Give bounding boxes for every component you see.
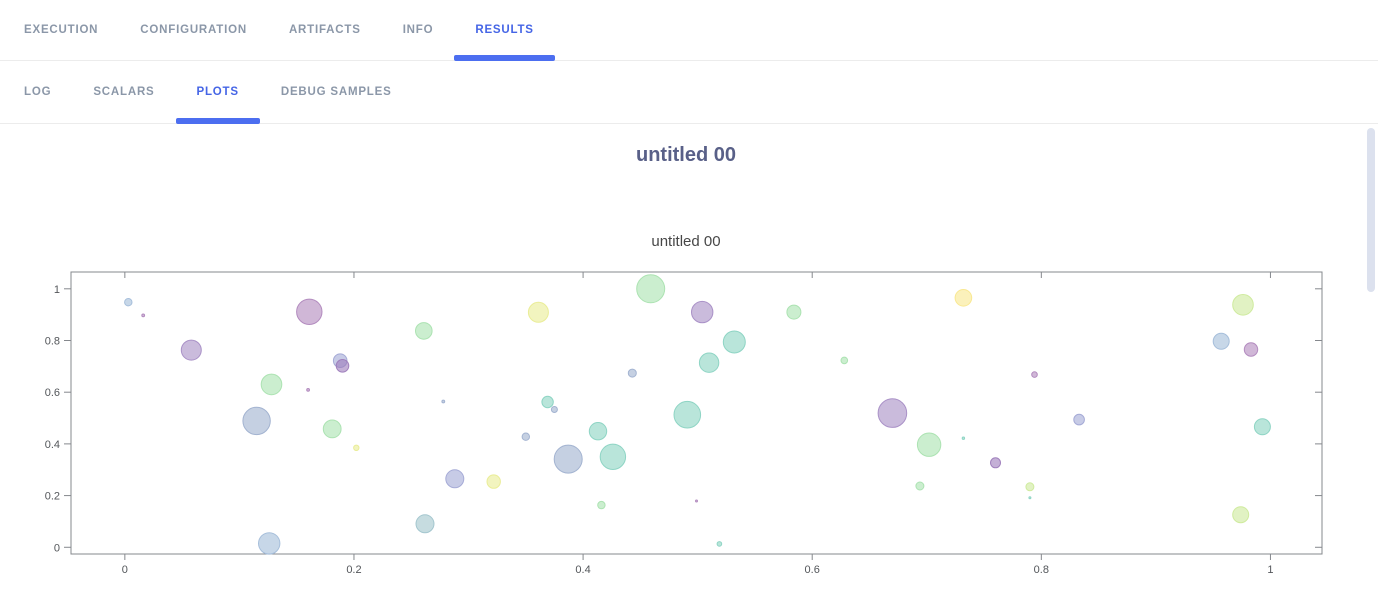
vertical-scrollbar-thumb[interactable]	[1367, 128, 1375, 292]
tab-label-artifacts: ARTIFACTS	[288, 24, 361, 36]
scatter-point	[990, 457, 1001, 469]
scatter-point	[1212, 332, 1230, 350]
scatter-point	[961, 436, 966, 440]
x-tick-label: 0.2	[346, 564, 361, 576]
y-tick-label: 0.8	[45, 335, 60, 347]
tab-plots[interactable]: PLOTS	[175, 61, 260, 124]
tab-label-info: INFO	[402, 24, 434, 36]
tab-log[interactable]: LOG	[3, 61, 72, 123]
chart-title: untitled 00	[651, 233, 721, 250]
x-tick-label: 0.6	[805, 564, 820, 576]
scatter-point	[1232, 294, 1254, 316]
scatter-point	[260, 373, 283, 396]
scatter-point	[722, 330, 746, 354]
scatter-point	[415, 322, 433, 340]
plot-frame	[70, 271, 1323, 555]
scatter-point	[1028, 496, 1032, 500]
scatter-point	[716, 541, 723, 547]
scatter-point	[1031, 371, 1038, 378]
scatter-point	[877, 398, 908, 428]
y-tick-label: 0.6	[45, 387, 60, 399]
scatter-point	[258, 532, 281, 555]
scatter-point	[588, 422, 608, 441]
scatter-point	[599, 443, 627, 471]
scatter-point	[335, 359, 350, 373]
tab-artifacts[interactable]: ARTIFACTS	[268, 0, 382, 60]
x-tick-label: 0	[122, 564, 128, 576]
tab-info[interactable]: INFO	[382, 0, 455, 60]
scatter-point	[550, 406, 558, 413]
scatter-point	[124, 298, 133, 307]
tab-execution[interactable]: EXECUTION	[3, 0, 119, 60]
scatter-point	[353, 444, 360, 452]
y-tick-label: 0.2	[45, 491, 60, 503]
scatter-point	[322, 419, 342, 439]
scatter-point	[1025, 482, 1035, 492]
scatter-point	[415, 514, 435, 534]
tab-debug-samples[interactable]: DEBUG SAMPLES	[260, 61, 413, 123]
primary-tab-bar: EXECUTION CONFIGURATION ARTIFACTS INFO RESUL…	[0, 0, 1378, 61]
tab-label-debug-samples: DEBUG SAMPLES	[280, 86, 392, 98]
x-tick-label: 0.8	[1034, 564, 1049, 576]
scatter-point	[786, 304, 802, 320]
scatter-point	[1232, 506, 1250, 524]
y-tick-label: 0.4	[45, 439, 60, 451]
scatter-point	[180, 339, 202, 361]
y-tick-label: 0	[54, 542, 60, 554]
scatter-point	[627, 368, 637, 378]
scatter-point	[1243, 342, 1259, 357]
scatter-point	[691, 300, 714, 324]
scatter-point	[698, 352, 720, 373]
scatter-point	[597, 500, 606, 510]
scatter-point	[954, 289, 973, 307]
scatter-point	[695, 499, 698, 503]
scatter-point	[527, 301, 549, 323]
scatter-point	[636, 274, 666, 304]
x-tick-label: 1	[1267, 564, 1273, 576]
scatter-point	[441, 399, 446, 404]
tab-label-plots: PLOTS	[196, 86, 239, 98]
scatter-point	[916, 432, 942, 457]
active-tab-indicator	[175, 118, 260, 124]
scatter-point	[486, 474, 501, 489]
scatter-point	[306, 388, 311, 392]
tab-label-configuration: CONFIGURATION	[140, 24, 247, 36]
secondary-tab-bar: LOG SCALARS PLOTS DEBUG SAMPLES	[0, 61, 1378, 124]
scatter-point	[296, 298, 323, 325]
scatter-point	[553, 444, 583, 474]
bubble-scatter-chart[interactable]: 0 0.2 0.4 0.6 0.8 1 0 0.2 0.4 0.6 0.8 1	[0, 264, 1378, 594]
tab-label-scalars: SCALARS	[93, 86, 155, 98]
scatter-point	[915, 481, 925, 491]
scatter-point	[445, 469, 465, 489]
y-tick-label: 1	[54, 284, 60, 296]
scatter-point	[521, 432, 530, 441]
scatter-point	[242, 406, 271, 436]
plot-section-title: untitled 00	[635, 144, 736, 166]
tab-label-results: RESULTS	[475, 24, 534, 36]
scatter-point	[673, 400, 702, 429]
x-tick-label: 0.4	[575, 564, 590, 576]
scatter-point	[141, 313, 146, 318]
tab-configuration[interactable]: CONFIGURATION	[119, 0, 268, 60]
tab-label-execution: EXECUTION	[24, 24, 99, 36]
scatter-point	[1073, 413, 1085, 426]
active-tab-indicator	[454, 55, 555, 61]
tab-label-log: LOG	[24, 86, 52, 98]
scatter-point	[1253, 418, 1271, 436]
tab-scalars[interactable]: SCALARS	[72, 61, 175, 123]
tab-results[interactable]: RESULTS	[454, 0, 555, 61]
scatter-point	[840, 356, 849, 365]
scatter-point	[541, 395, 554, 409]
